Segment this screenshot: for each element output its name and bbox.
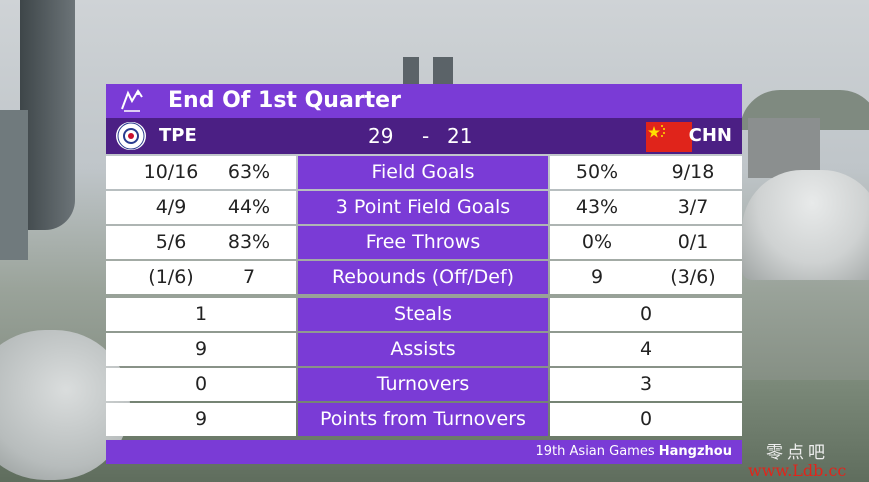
stat-label: Free Throws (298, 226, 548, 259)
watermark-url: www.Ldb.cc (748, 461, 847, 480)
footer-bar: 19th Asian Games Hangzhou (106, 440, 742, 464)
home-stat-cell: (1/6) 7 (106, 261, 296, 294)
stat-label: Field Goals (298, 156, 548, 189)
home-stat-value: 1 (106, 298, 296, 331)
away-stat-secondary: (3/6) (670, 266, 716, 288)
building-left (0, 110, 28, 260)
skyscraper-left (20, 0, 75, 230)
tpe-flag-icon (116, 122, 146, 150)
home-stat-value: 9 (106, 333, 296, 366)
stat-label: Turnovers (298, 368, 548, 401)
stat-row-steals: 1 Steals 0 (106, 298, 742, 331)
home-stat-cell: 4/9 44% (106, 191, 296, 224)
away-stat-secondary: 9/18 (671, 161, 715, 183)
building-right (748, 118, 820, 178)
stat-row-assists: 9 Assists 4 (106, 333, 742, 366)
tower-center-2 (433, 57, 453, 89)
event-name: 19th Asian Games (535, 444, 655, 459)
event-city: Hangzhou (658, 444, 732, 459)
event-caption: 19th Asian Games Hangzhou (536, 440, 732, 464)
page-title: End Of 1st Quarter (168, 88, 401, 113)
away-stat-cell: 9 (3/6) (550, 261, 742, 294)
home-stat-secondary: 7 (242, 266, 256, 288)
watermark-chinese: 零点吧 (766, 443, 829, 463)
away-stat-primary: 50% (575, 161, 619, 183)
away-stat-cell: 50% 9/18 (550, 156, 742, 189)
chn-flag-icon (646, 122, 692, 152)
stat-row-field-goals: 10/16 63% Field Goals 50% 9/18 (106, 156, 742, 189)
tower-center-1 (403, 57, 419, 89)
away-stat-primary: 0% (581, 231, 613, 253)
home-stat-primary: (1/6) (148, 266, 194, 288)
stat-label: Assists (298, 333, 548, 366)
away-stat-value: 3 (550, 368, 742, 401)
away-team-name: CHN (688, 125, 732, 146)
home-stat-secondary: 63% (227, 161, 271, 183)
stadium-right (742, 170, 869, 280)
away-stat-cell: 43% 3/7 (550, 191, 742, 224)
asian-games-logo-icon (121, 89, 143, 112)
away-stat-cell: 0% 0/1 (550, 226, 742, 259)
home-stat-secondary: 83% (227, 231, 271, 253)
home-stat-primary: 5/6 (155, 231, 187, 253)
away-stat-value: 0 (550, 298, 742, 331)
away-stat-primary: 43% (575, 196, 619, 218)
away-stat-primary: 9 (590, 266, 604, 288)
home-stat-cell: 10/16 63% (106, 156, 296, 189)
title-bar: End Of 1st Quarter (106, 84, 742, 118)
home-stat-primary: 4/9 (155, 196, 187, 218)
stat-row-free-throws: 5/6 83% Free Throws 0% 0/1 (106, 226, 742, 259)
stat-row-rebounds: (1/6) 7 Rebounds (Off/Def) 9 (3/6) (106, 261, 742, 294)
stat-row-turnovers: 0 Turnovers 3 (106, 368, 742, 401)
stat-label: Steals (298, 298, 548, 331)
away-score: 21 (447, 124, 473, 148)
home-stat-value: 9 (106, 403, 296, 436)
home-team-name: TPE (159, 125, 197, 146)
away-stat-secondary: 0/1 (677, 231, 709, 253)
home-score: 29 (368, 124, 394, 148)
home-stat-cell: 5/6 83% (106, 226, 296, 259)
away-stat-value: 0 (550, 403, 742, 436)
stat-label: 3 Point Field Goals (298, 191, 548, 224)
score-separator: - (422, 124, 430, 148)
home-stat-secondary: 44% (227, 196, 271, 218)
stat-row-3pt-field-goals: 4/9 44% 3 Point Field Goals 43% 3/7 (106, 191, 742, 224)
stat-label: Rebounds (Off/Def) (298, 261, 548, 294)
home-stat-value: 0 (106, 368, 296, 401)
away-stat-value: 4 (550, 333, 742, 366)
score-bar: TPE 29 - 21 CHN (106, 118, 742, 154)
home-stat-primary: 10/16 (143, 161, 199, 183)
stat-label: Points from Turnovers (298, 403, 548, 436)
away-stat-secondary: 3/7 (677, 196, 709, 218)
stat-row-points-from-turnovers: 9 Points from Turnovers 0 (106, 403, 742, 436)
